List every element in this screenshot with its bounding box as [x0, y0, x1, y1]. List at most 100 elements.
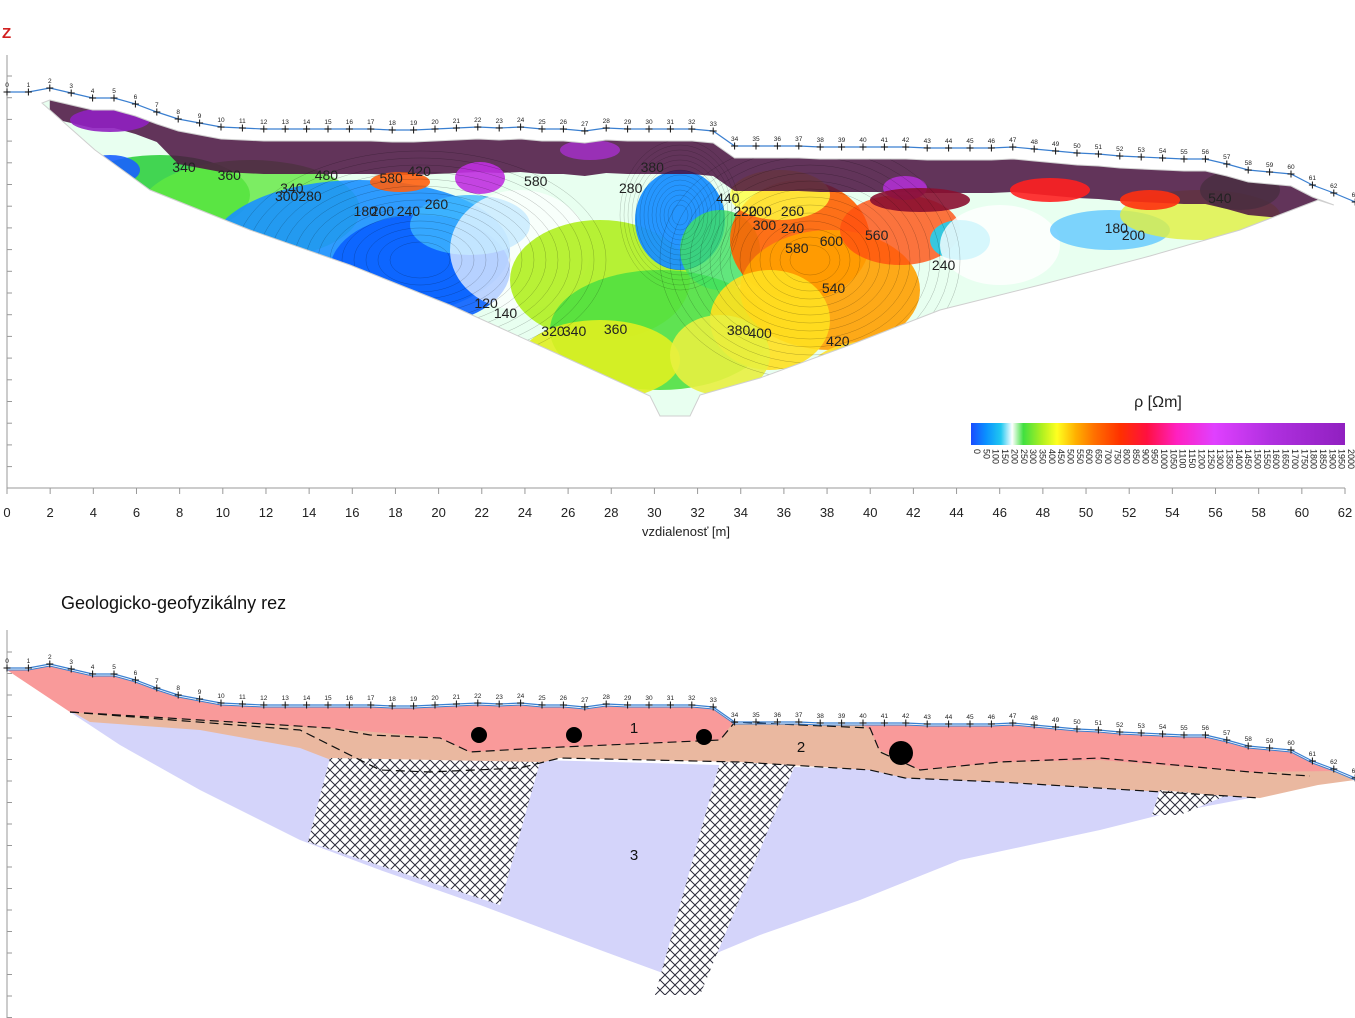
contour-label: 360: [218, 167, 242, 183]
electrode-marker: [624, 701, 632, 709]
x-tick-label: 24: [518, 505, 532, 520]
x-tick-label: 30: [647, 505, 661, 520]
x-tick-label: 22: [475, 505, 489, 520]
electrode-label: 43: [924, 714, 932, 721]
electrode-marker: [388, 702, 396, 710]
contour-line: [699, 172, 921, 348]
electrode-label: 33: [710, 121, 718, 128]
electrode-label: 57: [1223, 730, 1231, 737]
electrode-marker: [838, 143, 846, 151]
contour-label: 340: [563, 323, 587, 339]
electrode-label: 40: [859, 713, 867, 720]
contour-label: 180: [354, 203, 378, 219]
contour-label: 120: [474, 295, 498, 311]
resistivity-anomaly: [370, 172, 430, 192]
x-tick-label: 54: [1165, 505, 1179, 520]
electrode-label: 29: [624, 695, 632, 702]
electrode-label: 22: [474, 117, 482, 124]
contour-line: [377, 234, 463, 286]
x-tick-label: 40: [863, 505, 877, 520]
electrode-label: 9: [198, 113, 202, 120]
electrode-marker: [645, 701, 653, 709]
contour-label: 580: [379, 170, 403, 186]
high-resistivity-band: [49, 100, 1334, 238]
cavity-marker: [696, 729, 712, 745]
colorbar-tick-label: 1800: [1309, 449, 1319, 469]
electrode-label: 9: [198, 689, 202, 696]
colorbar-tick-label: 1150: [1187, 449, 1197, 468]
electrode-marker: [1159, 154, 1167, 162]
contour-label: 420: [826, 333, 850, 349]
electrode-marker: [1180, 731, 1188, 739]
electrode-label: 37: [795, 136, 803, 143]
electrode-marker: [367, 701, 375, 709]
electrode-label: 63: [1352, 192, 1355, 199]
electrode-marker: [709, 127, 717, 135]
electrode-label: 36: [774, 136, 782, 143]
electrode-label: 42: [902, 137, 910, 144]
electrode-label: 40: [859, 137, 867, 144]
electrode-marker: [1223, 160, 1231, 168]
x-axis-ticks: 0 2 4 6 8 10 12 14 16 18 20 22 24 26 28 30 32 34 36 38 40 42 4…: [3, 488, 1352, 520]
contour-label: 200: [1122, 227, 1146, 243]
electrode-label: 26: [560, 119, 568, 126]
contour-label: 480: [315, 167, 339, 183]
electrode-marker: [260, 701, 268, 709]
electrode-marker: [517, 699, 525, 707]
electrode-label: 56: [1202, 149, 1210, 156]
x-tick-label: 34: [734, 505, 748, 520]
electrode-marker: [816, 143, 824, 151]
contour-label: 240: [781, 220, 805, 236]
fault-zone: [308, 758, 540, 905]
x-tick-label: 50: [1079, 505, 1093, 520]
x-tick-label: 60: [1295, 505, 1309, 520]
electrode-marker: [1073, 149, 1081, 157]
electrode-marker: [474, 123, 482, 131]
colorbar-tick-label: 1050: [1168, 449, 1178, 469]
electrode-marker: [410, 702, 418, 710]
electrode-marker: [731, 142, 739, 150]
colorbar-tick-label: 1350: [1224, 449, 1234, 469]
electrode-marker: [345, 125, 353, 133]
contour-label: 200: [371, 203, 395, 219]
electrode-marker: [281, 701, 289, 709]
colorbar-tick-label: 1550: [1262, 449, 1272, 469]
cavity-marker: [889, 741, 913, 765]
contour-line: [631, 154, 729, 276]
x-tick-label: 62: [1338, 505, 1352, 520]
electrode-label: 57: [1223, 154, 1231, 161]
electrode-marker: [174, 691, 182, 699]
electrode-marker: [1116, 728, 1124, 736]
contour-label: 220: [733, 203, 757, 219]
colorbar-tick-label: 600: [1084, 449, 1094, 464]
electrode-marker: [1330, 189, 1338, 197]
electrode-label: 2: [48, 654, 52, 661]
electrode-label: 20: [431, 119, 439, 126]
electrode-marker: [688, 125, 696, 133]
electrode-label: 16: [346, 119, 354, 126]
electrode-marker: [46, 84, 54, 92]
electrode-label: 27: [581, 697, 589, 704]
x-tick-label: 42: [906, 505, 920, 520]
electrode-label: 51: [1095, 144, 1103, 151]
contour-label: 380: [727, 322, 751, 338]
electrode-marker: [581, 127, 589, 135]
electrode-marker: [752, 142, 760, 150]
electrode-marker: [731, 718, 739, 726]
topography-line: [7, 663, 1355, 779]
contour-label: 200: [748, 203, 772, 219]
electrode-label: 46: [988, 714, 996, 721]
section-title: Geologicko-geofyzikálny rez: [61, 593, 286, 613]
contour-label: 400: [748, 325, 772, 341]
contour-line: [667, 199, 693, 231]
electrode-label: 31: [667, 695, 675, 702]
electrode-label: 52: [1116, 146, 1124, 153]
electrode-marker: [24, 88, 32, 96]
x-tick-label: 0: [3, 505, 10, 520]
resistivity-zone: [940, 205, 1060, 285]
contour-label: 560: [865, 227, 889, 243]
contour-label: 580: [524, 173, 548, 189]
